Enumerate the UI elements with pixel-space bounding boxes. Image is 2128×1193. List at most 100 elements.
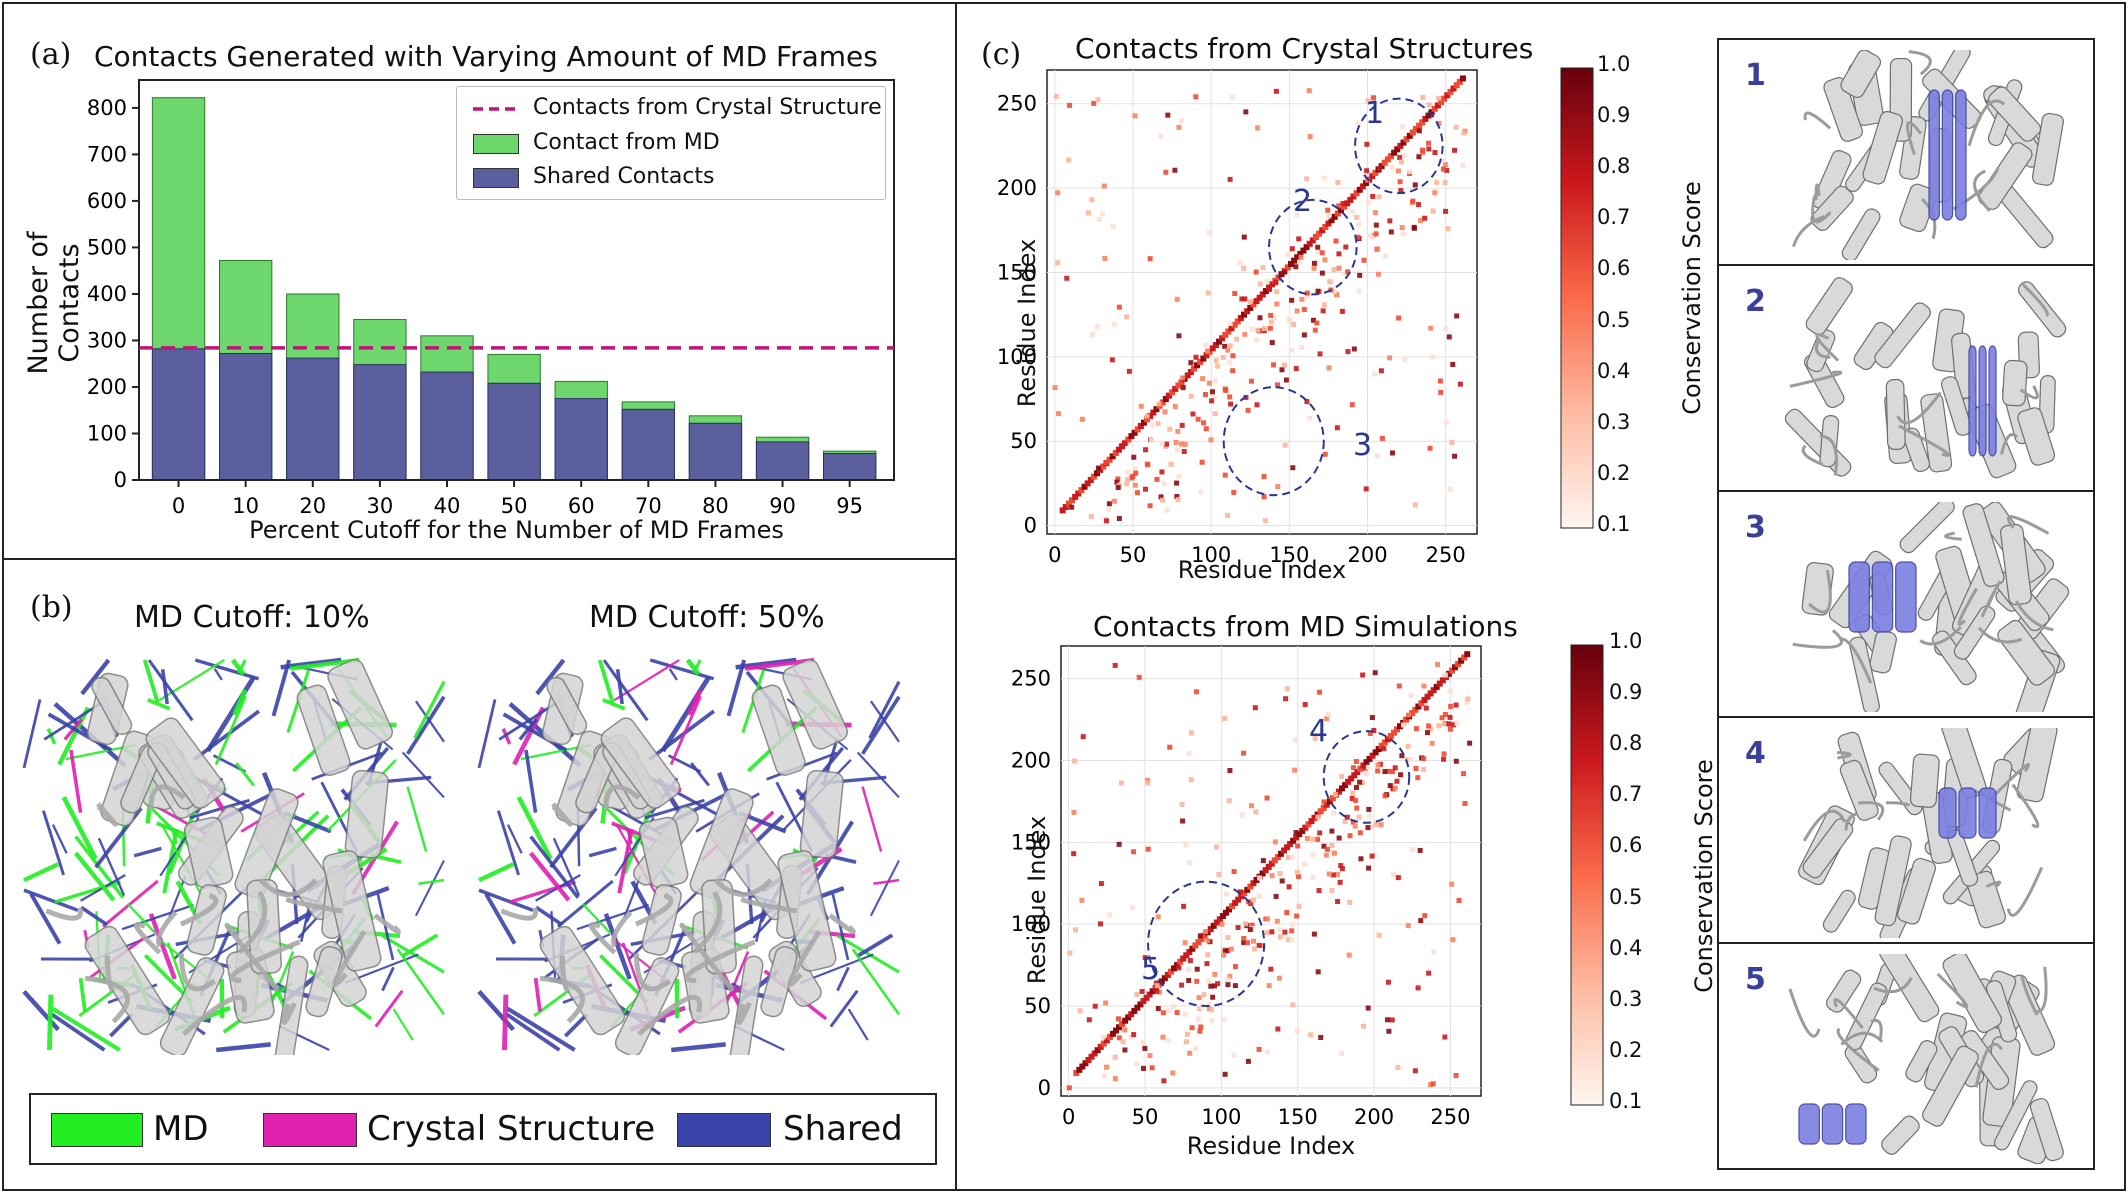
y-tick-0: 0 bbox=[114, 468, 127, 492]
cbar-tick: 0.6 bbox=[1609, 833, 1643, 858]
panel-a: (a) Contacts Generated with Varying Amou… bbox=[2, 2, 957, 560]
legend-shared-text-b: Shared bbox=[783, 1109, 903, 1149]
bar-shared-95 bbox=[822, 452, 877, 481]
cbar-tick: 0.7 bbox=[1597, 205, 1631, 230]
x-tick-0: 0 bbox=[1062, 1105, 1075, 1129]
cbar-tick: 0.2 bbox=[1609, 1037, 1643, 1062]
y-tick-600: 600 bbox=[87, 189, 127, 213]
y-tick-200: 200 bbox=[87, 375, 127, 399]
y-tick-150: 150 bbox=[997, 260, 1037, 284]
thumb-label-5: 5 bbox=[1745, 962, 1766, 997]
x-tick-60: 60 bbox=[568, 494, 595, 518]
cbar-tick: 0.5 bbox=[1597, 307, 1631, 332]
legend-crystal-swatch bbox=[473, 107, 519, 111]
x-tick-100: 100 bbox=[1191, 543, 1231, 567]
y-tick-100: 100 bbox=[997, 345, 1037, 369]
x-tick-0: 0 bbox=[1048, 543, 1061, 567]
heatmap-top-xlabel: Residue Index bbox=[1177, 556, 1347, 584]
cbar-tick: 0.5 bbox=[1609, 884, 1643, 909]
y-tick-250: 250 bbox=[1011, 667, 1051, 691]
cbar-tick: 0.8 bbox=[1609, 731, 1643, 756]
bar-shared-30 bbox=[353, 364, 407, 481]
cbar-tick: 0.1 bbox=[1597, 512, 1631, 536]
cbar-tick: 0.8 bbox=[1597, 154, 1631, 179]
legend-crystal-swatch-b bbox=[263, 1113, 357, 1147]
x-tick-200: 200 bbox=[1347, 543, 1387, 567]
protein-structure-md10 bbox=[22, 657, 446, 1055]
x-tick-250: 250 bbox=[1430, 1105, 1470, 1129]
bar-legend: Contacts from Crystal Structure Contact … bbox=[456, 86, 886, 200]
cbar-tick: 0.3 bbox=[1609, 986, 1643, 1011]
x-tick-80: 80 bbox=[702, 494, 729, 518]
plot-frame bbox=[138, 79, 895, 481]
x-tick-40: 40 bbox=[434, 494, 461, 518]
bar-layer bbox=[151, 97, 877, 481]
panel-b-right-title: MD Cutoff: 50% bbox=[589, 600, 825, 635]
y-tick-100: 100 bbox=[1011, 912, 1051, 936]
y-tick-300: 300 bbox=[87, 328, 127, 352]
y-tick-150: 150 bbox=[1011, 830, 1051, 854]
annotation-5: 5 bbox=[1141, 952, 1161, 987]
heatmap-bottom-xlabel: Residue Index bbox=[1186, 1132, 1356, 1160]
panel-b-left-title: MD Cutoff: 10% bbox=[134, 600, 370, 635]
thumb-label-3: 3 bbox=[1745, 510, 1766, 545]
thumb-label-4: 4 bbox=[1745, 736, 1766, 771]
y-tick-0: 0 bbox=[1038, 1076, 1051, 1100]
y-tick-800: 800 bbox=[87, 96, 127, 120]
x-tick-95: 95 bbox=[836, 494, 863, 518]
x-tick-200: 200 bbox=[1354, 1105, 1394, 1129]
annotation-3: 3 bbox=[1353, 428, 1373, 463]
cbar-tick: 1.0 bbox=[1597, 52, 1631, 76]
bar-shared-20 bbox=[286, 357, 340, 481]
y-tick-50: 50 bbox=[1024, 994, 1051, 1018]
heatmap-bottom: 00 50 50 100 100 150 150 200 200 250 250 bbox=[1011, 645, 1482, 1129]
cbar-tick: 0.1 bbox=[1609, 1089, 1643, 1113]
protein-thumb-4 bbox=[1798, 728, 2058, 938]
bar-shared-40 bbox=[420, 371, 474, 481]
y-tick-200: 200 bbox=[1011, 749, 1051, 773]
panel-c-label: (c) bbox=[981, 37, 1022, 72]
heatmap-top: 00 50 50 100 100 150 150 200 200 250 250 bbox=[997, 69, 1478, 567]
colorbar-top bbox=[1560, 67, 1594, 529]
bar-shared-70 bbox=[621, 408, 676, 481]
panel-b-label: (b) bbox=[30, 590, 73, 625]
bar-shared-50 bbox=[487, 382, 541, 481]
protein-thumb-3 bbox=[1792, 502, 2070, 712]
x-tick-250: 250 bbox=[1426, 543, 1466, 567]
colorbar-bottom-label: Conservation Score bbox=[1690, 759, 1718, 993]
y-tick-0: 0 bbox=[1024, 514, 1037, 538]
panel-b-legend: MD Crystal Structure Shared bbox=[29, 1093, 937, 1165]
cbar-tick: 0.4 bbox=[1597, 358, 1631, 383]
structure-thumb-2: 2 bbox=[1717, 264, 2095, 492]
cbar-tick: 0.4 bbox=[1609, 935, 1643, 960]
x-tick-0: 0 bbox=[172, 494, 185, 518]
x-tick-150: 150 bbox=[1269, 543, 1309, 567]
cbar-tick: 0.6 bbox=[1597, 256, 1631, 281]
annotation-2: 2 bbox=[1293, 184, 1313, 219]
heatmap-top-title: Contacts from Crystal Structures bbox=[1075, 32, 1534, 65]
y-tick-400: 400 bbox=[87, 282, 127, 306]
heatmap-bottom-title: Contacts from MD Simulations bbox=[1093, 610, 1518, 643]
protein-structure-md50 bbox=[477, 657, 901, 1055]
colorbar-top-label: Conservation Score bbox=[1678, 181, 1706, 415]
panel-b: (b) MD Cutoff: 10% MD Cutoff: 50% MD Cry… bbox=[2, 558, 957, 1191]
bar-shared-10 bbox=[218, 352, 273, 481]
structure-thumb-3: 3 bbox=[1717, 490, 2095, 718]
cbar-tick: 0.9 bbox=[1597, 103, 1631, 128]
cbar-tick: 1.0 bbox=[1609, 629, 1643, 653]
colorbar-bottom bbox=[1570, 644, 1604, 1106]
legend-md-swatch-b bbox=[51, 1113, 143, 1147]
x-tick-70: 70 bbox=[635, 494, 662, 518]
y-tick-250: 250 bbox=[997, 92, 1037, 116]
legend-md-text: Contact from MD bbox=[533, 130, 720, 155]
y-tick-100: 100 bbox=[87, 421, 127, 445]
structure-thumb-1: 1 bbox=[1717, 38, 2095, 266]
legend-shared-swatch bbox=[473, 168, 519, 188]
legend-shared-text: Shared Contacts bbox=[533, 164, 715, 189]
x-tick-150: 150 bbox=[1278, 1105, 1318, 1129]
y-tick-200: 200 bbox=[997, 176, 1037, 200]
panel-a-label: (a) bbox=[30, 37, 72, 72]
x-axis-ticks: 0 10 20 30 40 50 60 70 80 90 95 bbox=[172, 480, 863, 518]
annotation-4: 4 bbox=[1309, 714, 1329, 749]
